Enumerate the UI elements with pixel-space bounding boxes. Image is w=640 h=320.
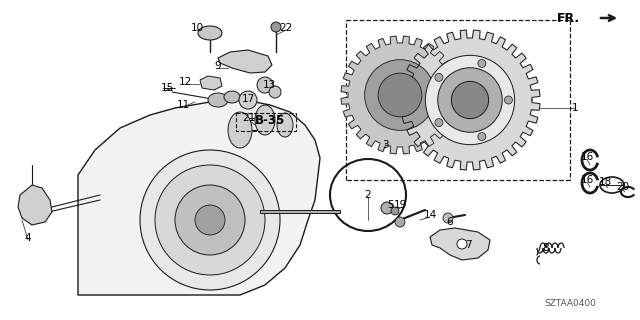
- Polygon shape: [260, 210, 340, 213]
- Polygon shape: [200, 76, 222, 90]
- Text: 8: 8: [543, 243, 549, 253]
- Circle shape: [426, 55, 515, 145]
- Text: 19: 19: [394, 200, 406, 210]
- Text: B-35: B-35: [255, 114, 285, 126]
- Text: SZTAA0400: SZTAA0400: [544, 299, 596, 308]
- Text: 7: 7: [465, 240, 471, 250]
- Circle shape: [378, 73, 422, 117]
- Circle shape: [175, 185, 245, 255]
- Text: FR.: FR.: [557, 12, 580, 26]
- Polygon shape: [18, 185, 52, 225]
- Text: 15: 15: [161, 83, 173, 93]
- Text: 18: 18: [598, 177, 612, 187]
- Bar: [236, 113, 296, 131]
- Circle shape: [257, 77, 273, 93]
- Circle shape: [381, 202, 393, 214]
- Circle shape: [478, 60, 486, 68]
- Circle shape: [395, 217, 405, 227]
- Polygon shape: [400, 30, 540, 170]
- Ellipse shape: [208, 93, 228, 107]
- Text: 6: 6: [447, 217, 453, 227]
- Ellipse shape: [228, 112, 252, 148]
- Circle shape: [155, 165, 265, 275]
- Circle shape: [435, 73, 443, 81]
- Circle shape: [478, 132, 486, 140]
- Text: 12: 12: [179, 77, 191, 87]
- Text: 11: 11: [177, 100, 189, 110]
- Circle shape: [504, 96, 513, 104]
- Text: 14: 14: [424, 210, 436, 220]
- Ellipse shape: [224, 91, 240, 103]
- Polygon shape: [218, 50, 272, 73]
- Text: 21: 21: [243, 113, 255, 123]
- Text: 22: 22: [280, 23, 292, 33]
- Circle shape: [435, 119, 443, 127]
- Text: 17: 17: [241, 94, 255, 104]
- Text: 3: 3: [381, 140, 388, 150]
- Text: 16: 16: [580, 152, 594, 162]
- Circle shape: [438, 68, 502, 132]
- Circle shape: [140, 150, 280, 290]
- Circle shape: [239, 91, 257, 109]
- Text: 1: 1: [572, 103, 579, 113]
- Text: 10: 10: [191, 23, 204, 33]
- Polygon shape: [341, 36, 459, 154]
- Polygon shape: [78, 100, 320, 295]
- Circle shape: [391, 207, 399, 215]
- Polygon shape: [430, 228, 490, 260]
- Text: 13: 13: [262, 80, 276, 90]
- Text: 5: 5: [387, 200, 394, 210]
- Ellipse shape: [198, 26, 222, 40]
- Circle shape: [269, 86, 281, 98]
- Text: 16: 16: [580, 175, 594, 185]
- Circle shape: [195, 205, 225, 235]
- Circle shape: [443, 213, 453, 223]
- Circle shape: [365, 60, 435, 130]
- Circle shape: [451, 81, 488, 119]
- Text: 4: 4: [25, 233, 31, 243]
- Ellipse shape: [277, 113, 293, 137]
- Circle shape: [457, 239, 467, 249]
- Ellipse shape: [255, 105, 275, 135]
- Text: 2: 2: [365, 190, 371, 200]
- Text: 9: 9: [214, 61, 221, 71]
- Text: 20: 20: [616, 182, 630, 192]
- Ellipse shape: [271, 22, 281, 32]
